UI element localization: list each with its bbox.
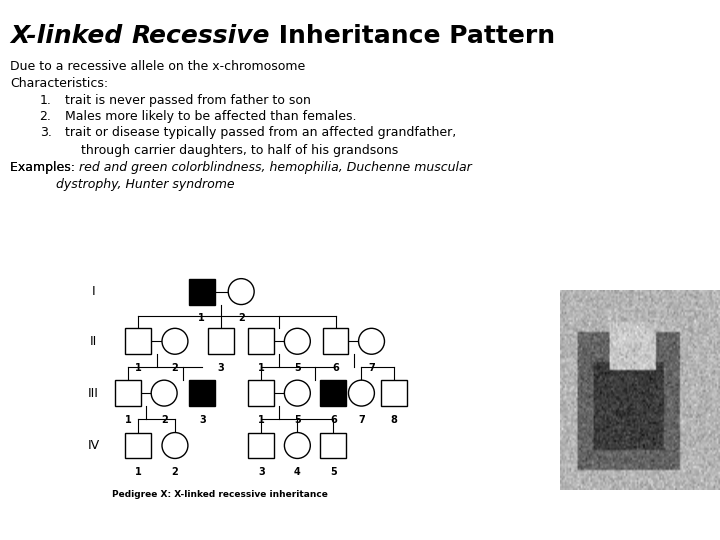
Text: 2.: 2. xyxy=(40,110,51,123)
Text: 5: 5 xyxy=(294,415,301,425)
Text: 2: 2 xyxy=(238,313,245,323)
Text: II: II xyxy=(90,335,97,348)
Text: Males more likely to be affected than females.: Males more likely to be affected than fe… xyxy=(65,110,356,123)
Text: 7: 7 xyxy=(368,363,375,373)
Text: Examples:: Examples: xyxy=(10,161,79,174)
Ellipse shape xyxy=(284,328,310,354)
Text: through carrier daughters, to half of his grandsons: through carrier daughters, to half of hi… xyxy=(65,144,398,157)
Text: dystrophy, Hunter syndrome: dystrophy, Hunter syndrome xyxy=(40,178,234,191)
Text: 8: 8 xyxy=(390,415,397,425)
Bar xyxy=(189,380,215,406)
Bar xyxy=(125,433,151,458)
Text: 6: 6 xyxy=(330,415,337,425)
Text: 3: 3 xyxy=(258,467,265,477)
Text: X-linked: X-linked xyxy=(10,24,131,48)
Bar xyxy=(381,380,407,406)
Text: 1: 1 xyxy=(135,467,142,477)
Text: 6: 6 xyxy=(332,363,339,373)
Text: 5: 5 xyxy=(330,467,337,477)
Bar xyxy=(320,380,346,406)
Bar xyxy=(189,279,215,305)
Ellipse shape xyxy=(228,279,254,305)
Text: 1: 1 xyxy=(135,363,142,373)
Ellipse shape xyxy=(284,380,310,406)
Text: 5: 5 xyxy=(294,363,301,373)
Text: 3: 3 xyxy=(199,415,206,425)
Text: trait is never passed from father to son: trait is never passed from father to son xyxy=(65,94,310,107)
Text: 3.: 3. xyxy=(40,126,51,139)
Ellipse shape xyxy=(162,433,188,458)
Text: 1: 1 xyxy=(198,313,205,323)
Text: Recessive: Recessive xyxy=(131,24,269,48)
Ellipse shape xyxy=(359,328,384,354)
Bar xyxy=(208,328,234,354)
Text: Characteristics:: Characteristics: xyxy=(10,77,108,90)
Text: Inheritance Pattern: Inheritance Pattern xyxy=(269,24,554,48)
Text: Pedigree X: X-linked recessive inheritance: Pedigree X: X-linked recessive inheritan… xyxy=(112,490,328,499)
Text: 7: 7 xyxy=(358,415,365,425)
Text: 1: 1 xyxy=(258,415,265,425)
Text: Examples:: Examples: xyxy=(10,161,79,174)
Ellipse shape xyxy=(348,380,374,406)
Text: 4: 4 xyxy=(294,467,301,477)
Text: 1: 1 xyxy=(125,415,132,425)
Text: trait or disease typically passed from an affected grandfather,: trait or disease typically passed from a… xyxy=(65,126,456,139)
Ellipse shape xyxy=(284,433,310,458)
Text: 1.: 1. xyxy=(40,94,51,107)
Text: III: III xyxy=(88,387,99,400)
Ellipse shape xyxy=(151,380,177,406)
Bar xyxy=(323,328,348,354)
Text: 3: 3 xyxy=(217,363,225,373)
Text: 2: 2 xyxy=(171,467,179,477)
Bar xyxy=(125,328,151,354)
Text: 1: 1 xyxy=(258,363,265,373)
Bar xyxy=(248,380,274,406)
Bar xyxy=(248,328,274,354)
Text: I: I xyxy=(91,285,96,298)
Ellipse shape xyxy=(162,328,188,354)
Text: Due to a recessive allele on the x-chromosome: Due to a recessive allele on the x-chrom… xyxy=(10,60,305,73)
Text: 2: 2 xyxy=(161,415,168,425)
Bar xyxy=(320,433,346,458)
Bar xyxy=(115,380,141,406)
Text: IV: IV xyxy=(88,439,99,452)
Text: 2: 2 xyxy=(171,363,179,373)
Bar xyxy=(248,433,274,458)
Text: red and green colorblindness, hemophilia, Duchenne muscular: red and green colorblindness, hemophilia… xyxy=(79,161,472,174)
